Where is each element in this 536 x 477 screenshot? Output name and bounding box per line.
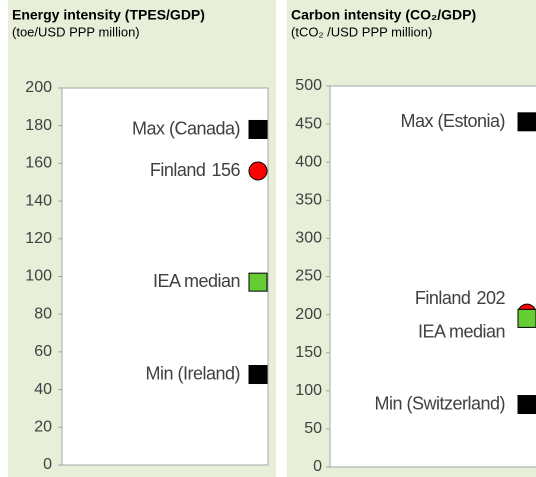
marker — [248, 119, 268, 139]
chart: Carbon intensity (CO₂/GDP)(tCO₂ /USD PPP… — [287, 0, 536, 477]
point-value: 156 — [211, 160, 240, 180]
point-name: Finland — [150, 160, 206, 180]
point-name: Max (Estonia) — [400, 111, 505, 131]
plot-area — [61, 87, 269, 466]
y-tick-label: 100 — [295, 382, 322, 399]
y-tick-label: 20 — [34, 419, 52, 436]
point-label: Finland 156 — [150, 160, 241, 180]
y-tick-label: 160 — [25, 155, 52, 172]
y-tick-label: 140 — [25, 192, 52, 209]
point-label: Min (Switzerland) — [374, 393, 505, 413]
y-tick-label: 200 — [295, 306, 322, 323]
chart-title: Carbon intensity (CO₂/GDP) — [291, 7, 476, 23]
chart-title: Energy intensity (TPES/GDP) — [12, 7, 205, 23]
marker — [517, 308, 536, 328]
y-tick-label: 80 — [34, 305, 52, 322]
y-tick-label: 450 — [295, 115, 322, 132]
point-label: Max (Canada) — [132, 118, 240, 138]
chart-subtitle: (toe/USD PPP million) — [12, 24, 140, 39]
point-label: Min (Ireland) — [145, 363, 240, 383]
y-tick-label: 50 — [304, 420, 322, 437]
point-label: Finland 202 — [415, 288, 506, 308]
point-label: IEA median — [418, 321, 505, 341]
marker — [517, 112, 536, 132]
y-tick-label: 250 — [295, 268, 322, 285]
chart-subtitle: (tCO₂ /USD PPP million) — [291, 24, 432, 39]
point-name: Finland — [415, 288, 471, 308]
y-tick-label: 500 — [295, 77, 322, 94]
y-tick-label: 0 — [313, 458, 322, 475]
y-tick-label: 0 — [43, 456, 52, 473]
y-tick-label: 200 — [25, 79, 52, 96]
marker — [248, 161, 268, 181]
point-name: Min (Ireland) — [145, 363, 240, 383]
marker — [517, 395, 536, 415]
y-tick-label: 180 — [25, 117, 52, 134]
point-value: 202 — [476, 288, 505, 308]
point-label: IEA median — [153, 271, 240, 291]
point-name: IEA median — [418, 321, 505, 341]
y-tick-label: 120 — [25, 230, 52, 247]
point-name: IEA median — [153, 271, 240, 291]
y-tick-label: 40 — [34, 381, 52, 398]
marker — [248, 272, 268, 292]
y-tick-label: 100 — [25, 268, 52, 285]
y-tick-label: 300 — [295, 230, 322, 247]
y-tick-label: 350 — [295, 192, 322, 209]
y-tick-label: 150 — [295, 344, 322, 361]
marker — [248, 365, 268, 385]
point-label: Max (Estonia) — [400, 111, 505, 131]
chart: Energy intensity (TPES/GDP)(toe/USD PPP … — [8, 0, 276, 477]
y-tick-label: 60 — [34, 343, 52, 360]
point-name: Min (Switzerland) — [374, 393, 505, 413]
y-tick-label: 400 — [295, 153, 322, 170]
point-name: Max (Canada) — [132, 118, 240, 138]
